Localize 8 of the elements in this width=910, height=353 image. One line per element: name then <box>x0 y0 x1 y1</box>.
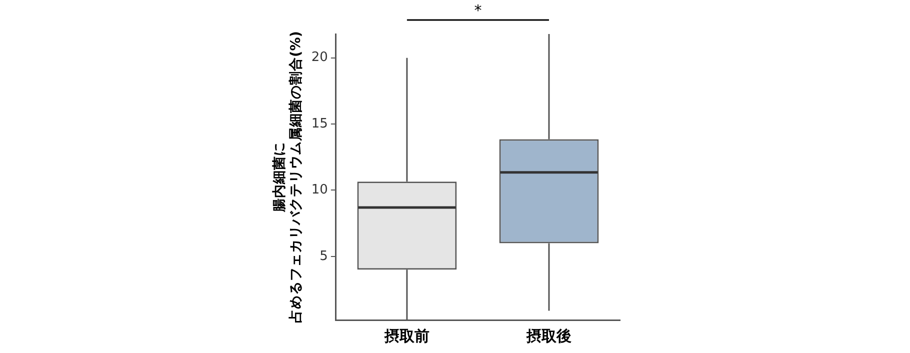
y-tick-label: 5 <box>320 248 328 264</box>
y-tick-label: 10 <box>311 182 328 198</box>
y-tick-label: 15 <box>311 116 328 132</box>
y-axis-title: 腸内細菌に占めるフェカリバクテリウム属細菌の割合(%) <box>272 31 304 323</box>
y-tick-label: 20 <box>311 50 328 66</box>
text: * <box>474 1 482 20</box>
x-tick-label: 摂取後 <box>525 326 572 345</box>
x-tick-label: 摂取前 <box>383 326 430 345</box>
